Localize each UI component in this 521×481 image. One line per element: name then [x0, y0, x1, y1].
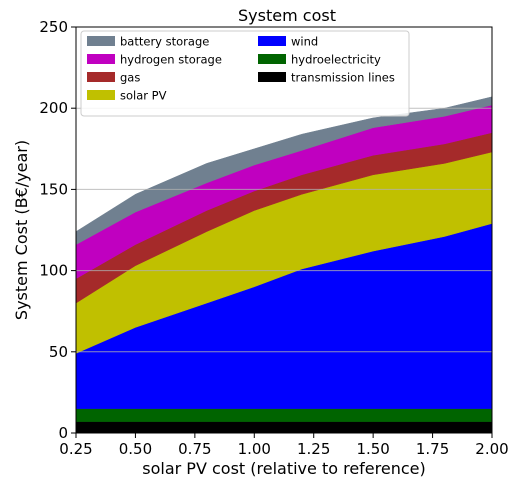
- area-hydroelectricity: [75, 408, 493, 422]
- legend-label-hydroelectricity: hydroelectricity: [291, 53, 381, 67]
- y-tick-label: 200: [39, 99, 68, 117]
- x-tick-label: 1.00: [238, 440, 271, 458]
- x-tick-label: 0.50: [119, 440, 152, 458]
- x-tick-label: 2.00: [475, 440, 508, 458]
- y-tick-label: 50: [49, 343, 68, 361]
- legend-label-hydrogen-storage: hydrogen storage: [120, 53, 222, 67]
- chart-title: System cost: [238, 6, 336, 25]
- legend: battery storage hydrogen storage gas solar …: [80, 30, 410, 117]
- area-transmission-lines: [75, 421, 493, 434]
- y-tick-label: 250: [39, 18, 68, 36]
- legend-label-transmission-lines: transmission lines: [291, 71, 395, 85]
- y-tick-label: 100: [39, 262, 68, 280]
- x-axis-ticks: 0.25 0.50 0.75 1.00 1.25 1.50 1.75 2.00: [59, 433, 509, 458]
- legend-label-wind: wind: [291, 35, 318, 49]
- plot-frame: [75, 26, 493, 434]
- legend-swatch-hydroelectricity: [258, 54, 286, 64]
- legend-label-gas: gas: [120, 71, 140, 85]
- legend-label-battery-storage: battery storage: [120, 35, 209, 49]
- y-tick-label: 0: [58, 424, 68, 442]
- legend-label-solar-pv: solar PV: [120, 89, 167, 103]
- x-tick-label: 1.25: [297, 440, 330, 458]
- x-tick-label: 0.25: [59, 440, 92, 458]
- x-tick-label: 1.75: [416, 440, 449, 458]
- legend-swatch-battery-storage: [87, 36, 115, 46]
- legend-swatch-gas: [87, 72, 115, 82]
- x-tick-label: 1.50: [356, 440, 389, 458]
- legend-swatch-hydrogen-storage: [87, 54, 115, 64]
- y-axis-label: System Cost (B€/year): [12, 140, 31, 320]
- x-tick-label: 0.75: [178, 440, 211, 458]
- legend-swatch-wind: [258, 36, 286, 46]
- legend-box: [80, 30, 410, 117]
- y-tick-label: 150: [39, 180, 68, 198]
- x-axis-label: solar PV cost (relative to reference): [142, 459, 425, 478]
- legend-swatch-transmission-lines: [258, 72, 286, 82]
- stacked-areas: [75, 96, 493, 434]
- legend-swatch-solar-pv: [87, 90, 115, 100]
- y-axis-ticks: 0 50 100 150 200 250: [39, 18, 76, 442]
